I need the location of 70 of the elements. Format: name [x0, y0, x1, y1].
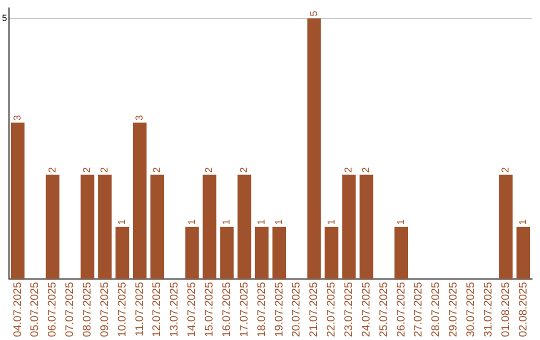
x-tick-label: 05.07.2025 — [29, 282, 42, 338]
x-tick-label: 16.07.2025 — [220, 282, 233, 338]
bar — [220, 226, 234, 279]
x-tick-label: 12.07.2025 — [151, 282, 164, 338]
x-tick-label: 21.07.2025 — [308, 282, 320, 338]
x-tick-label: 22.07.2025 — [326, 282, 338, 338]
bar — [10, 122, 25, 279]
x-tick-label: 09.07.2025 — [98, 282, 111, 338]
data-label: 1 — [518, 218, 530, 225]
data-label: 3 — [12, 114, 24, 121]
data-label: 1 — [396, 218, 407, 225]
data-label: 2 — [47, 166, 58, 173]
bar — [516, 226, 530, 279]
x-tick-label: 26.07.2025 — [395, 282, 408, 338]
data-label: 2 — [239, 166, 250, 173]
x-tick-label: 10.07.2025 — [116, 282, 128, 338]
data-label: 3 — [134, 114, 146, 121]
x-tick-label: 18.07.2025 — [256, 282, 268, 338]
data-label: 2 — [361, 166, 372, 173]
bar — [307, 18, 321, 279]
bar — [342, 174, 356, 279]
x-tick-label: 25.07.2025 — [378, 282, 390, 338]
x-tick-label: 11.07.2025 — [134, 282, 146, 336]
x-tick-label: 08.07.2025 — [81, 282, 94, 338]
data-label: 2 — [204, 166, 216, 173]
x-tick-label: 17.07.2025 — [238, 282, 250, 338]
data-label: 2 — [100, 166, 111, 173]
bar — [132, 122, 147, 279]
data-label: 2 — [82, 166, 94, 173]
bar — [80, 174, 94, 279]
data-label: 5 — [308, 10, 320, 16]
x-tick-label: 27.07.2025 — [412, 282, 425, 338]
bar — [98, 174, 112, 279]
x-tick-label: 31.07.2025 — [482, 282, 494, 338]
data-label: 1 — [222, 218, 233, 225]
bar — [46, 174, 60, 279]
x-tick-label: 24.07.2025 — [360, 282, 372, 338]
x-tick-label: 28.07.2025 — [430, 282, 442, 338]
bar — [360, 174, 374, 279]
x-tick-label: 04.07.2025 — [12, 282, 24, 338]
bar — [324, 226, 338, 279]
x-tick-label: 01.08.2025 — [500, 282, 512, 338]
bar — [499, 174, 513, 279]
bar — [272, 226, 286, 279]
x-tick-label: 23.07.2025 — [342, 282, 355, 338]
bar — [150, 174, 164, 279]
data-label: 2 — [344, 166, 355, 173]
bar — [394, 226, 408, 279]
x-tick-label: 02.08.2025 — [517, 282, 530, 338]
x-tick-label: 14.07.2025 — [186, 282, 198, 338]
x-tick-label: 19.07.2025 — [273, 282, 286, 338]
bar — [185, 226, 199, 279]
x-tick-label: 20.07.2025 — [290, 282, 303, 338]
bar — [202, 174, 216, 279]
data-label: 1 — [326, 218, 338, 225]
data-label: 2 — [500, 166, 512, 173]
x-tick-label: 06.07.2025 — [46, 282, 59, 338]
x-tick-label: 13.07.2025 — [168, 282, 181, 338]
bar — [238, 174, 252, 279]
bar — [254, 226, 269, 279]
x-tick-label: 15.07.2025 — [204, 282, 216, 338]
bar — [116, 226, 130, 279]
data-label: 2 — [152, 166, 163, 173]
x-tick-label: 29.07.2025 — [448, 282, 460, 338]
data-label: 1 — [274, 218, 285, 225]
data-label: 1 — [256, 218, 268, 225]
data-label: 1 — [186, 218, 198, 225]
x-tick-label: 07.07.2025 — [64, 282, 76, 338]
x-tick-label: 30.07.2025 — [465, 282, 478, 338]
data-label: 1 — [117, 218, 128, 225]
